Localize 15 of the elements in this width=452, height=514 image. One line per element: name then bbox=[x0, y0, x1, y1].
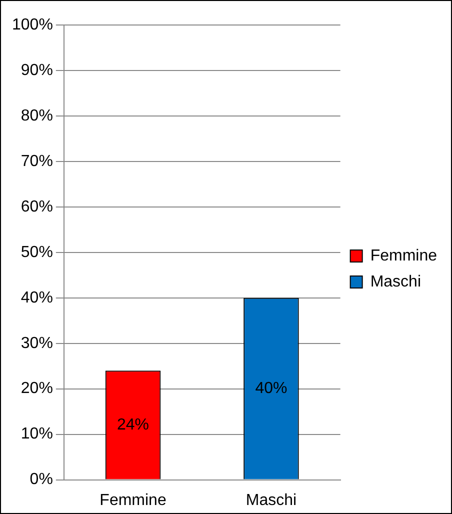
y-tick-label: 70% bbox=[20, 152, 53, 170]
legend-label: Maschi bbox=[370, 273, 422, 290]
y-tick-label: 20% bbox=[20, 380, 53, 398]
y-tick-label: 80% bbox=[20, 107, 53, 124]
data-label: 24% bbox=[117, 416, 150, 434]
legend-label: Femmine bbox=[370, 247, 438, 264]
y-tick-label: 60% bbox=[20, 198, 53, 216]
y-tick-label: 100% bbox=[12, 16, 53, 34]
y-tick-label: 90% bbox=[20, 62, 53, 79]
y-tick-label: 50% bbox=[20, 244, 53, 261]
data-label: 40% bbox=[255, 380, 288, 397]
y-tick-label: 30% bbox=[20, 334, 53, 352]
y-tick-label: 0% bbox=[30, 471, 53, 488]
y-tick-label: 10% bbox=[20, 426, 53, 443]
y-tick-label: 40% bbox=[20, 289, 53, 306]
